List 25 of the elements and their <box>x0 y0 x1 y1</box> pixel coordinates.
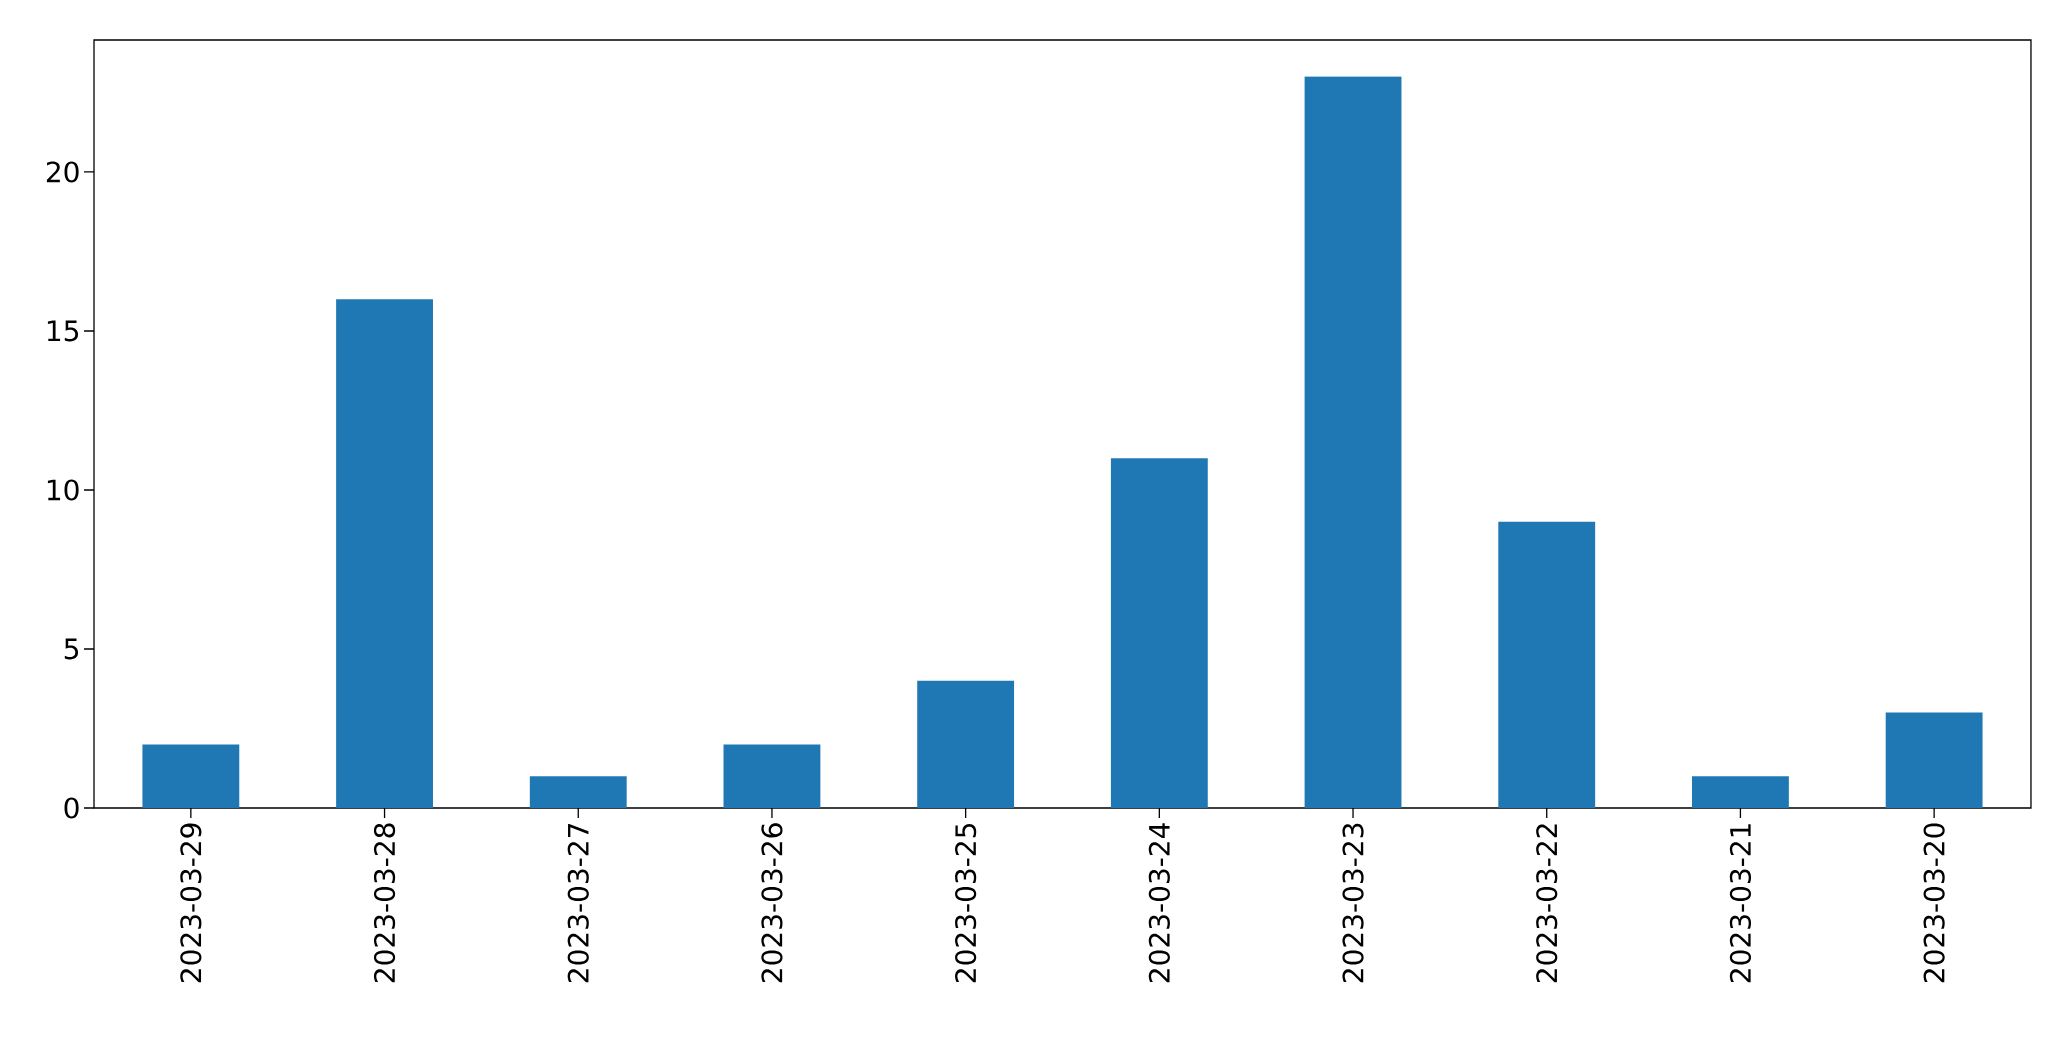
y-tick-label: 15 <box>47 320 79 342</box>
bar <box>1692 776 1789 808</box>
x-tick-label: 2023-03-24 <box>1148 823 1170 983</box>
bar <box>1498 521 1596 808</box>
bar <box>1885 712 1983 808</box>
bar <box>1304 76 1402 808</box>
bar <box>336 299 433 808</box>
x-tick-label: 2023-03-22 <box>1536 824 1558 983</box>
x-tick-label: 2023-03-20 <box>1923 823 1945 983</box>
bar <box>723 744 821 808</box>
y-tick-label: 5 <box>64 638 79 660</box>
x-tick-label: 2023-03-23 <box>1342 823 1364 983</box>
x-tick-label: 2023-03-21 <box>1729 824 1752 983</box>
x-tick-label: 2023-03-28 <box>373 823 396 983</box>
x-tick-label: 2023-03-27 <box>567 823 589 983</box>
bar <box>917 680 1015 808</box>
bar <box>1110 458 1208 808</box>
bar <box>142 744 240 808</box>
y-tick-label: 20 <box>46 161 79 183</box>
y-tick-label: 0 <box>64 797 79 819</box>
x-tick-label: 2023-03-26 <box>761 823 783 983</box>
bar <box>529 776 627 808</box>
x-tick-label: 2023-03-29 <box>180 823 202 983</box>
y-tick-label: 10 <box>47 479 79 501</box>
x-tick-label: 2023-03-25 <box>955 824 977 983</box>
